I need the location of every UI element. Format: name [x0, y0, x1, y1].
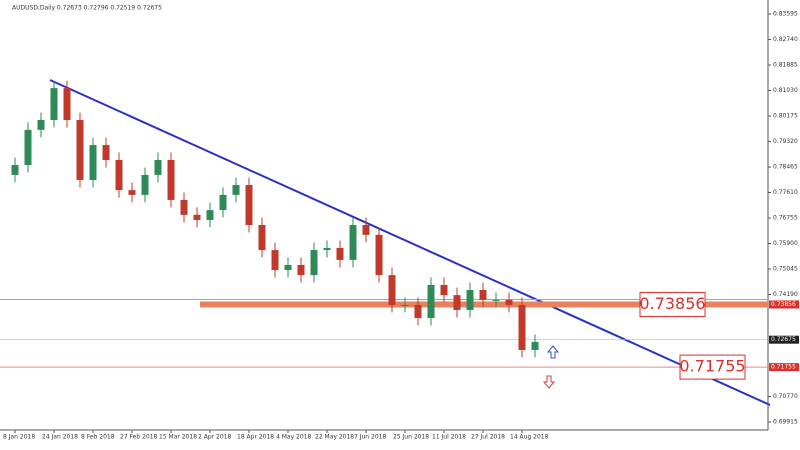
- level-box: [679, 354, 746, 380]
- candle-body: [336, 247, 344, 260]
- candle-body: [440, 284, 448, 296]
- y-tick-label: 0.74190: [773, 291, 798, 298]
- candle-body: [466, 290, 474, 311]
- candle-body: [531, 341, 539, 350]
- candle-body: [128, 190, 136, 195]
- y-tick-label: 0.75045: [773, 266, 798, 273]
- y-tick-label: 0.75900: [773, 240, 798, 247]
- chart-title: AUDUSD,Daily 0.72673 0.72796 0.72519 0.7…: [12, 5, 162, 12]
- y-tick-label: 0.70770: [773, 393, 798, 400]
- y-tick-label: 0.69915: [773, 419, 798, 426]
- candle-body: [479, 290, 487, 300]
- candle-body: [492, 299, 500, 301]
- level-label: 0.71755: [679, 357, 745, 376]
- candle-body: [63, 88, 71, 121]
- candle-body: [427, 284, 435, 319]
- candle-body: [453, 295, 461, 311]
- candle-body: [193, 214, 201, 220]
- x-tick-label: 25 Jun 2018: [393, 434, 429, 441]
- candle-body: [180, 199, 188, 215]
- axis-badge: [769, 335, 799, 344]
- axis-badge-label: 0.71755: [771, 364, 796, 371]
- x-tick-label: 7 Jun 2018: [354, 434, 386, 441]
- candle-body: [219, 194, 227, 211]
- x-tick-label: 18 Apr 2018: [237, 434, 274, 441]
- x-tick-label: 4 May 2018: [276, 434, 311, 441]
- candle-body: [89, 145, 97, 180]
- candle-body: [24, 129, 32, 166]
- candle-body: [310, 250, 318, 276]
- level-band: [200, 301, 768, 308]
- candle-body: [206, 210, 214, 220]
- x-tick-label: 8 Jan 2018: [3, 434, 35, 441]
- candle-body: [349, 225, 357, 260]
- axis-badge: [769, 363, 799, 372]
- candle-body: [323, 247, 331, 251]
- candle-body: [518, 304, 526, 350]
- x-tick-label: 22 May 2018: [315, 434, 354, 441]
- x-tick-label: 8 Feb 2018: [81, 434, 115, 441]
- candle-body: [102, 145, 110, 160]
- candle-body: [388, 275, 396, 305]
- candle-body: [258, 225, 266, 251]
- axis-badge-label: 0.72675: [771, 336, 796, 343]
- up-arrow: [546, 345, 560, 359]
- axis-badge: [769, 300, 799, 309]
- trend-line: [49, 79, 771, 406]
- x-tick-label: 2 Apr 2018: [198, 434, 231, 441]
- level-label: 0.73856: [639, 294, 705, 313]
- candle-body: [232, 185, 240, 195]
- y-tick-label: 0.80175: [773, 112, 798, 119]
- candle-body: [115, 159, 123, 191]
- y-tick-label: 0.82740: [773, 36, 798, 43]
- candle-body: [11, 165, 19, 175]
- candle-body: [414, 304, 422, 319]
- x-tick-label: 27 Jul 2018: [471, 434, 505, 441]
- y-tick-label: 0.77610: [773, 189, 798, 196]
- candle-body: [297, 264, 305, 276]
- down-arrow: [542, 375, 556, 389]
- candle-body: [37, 120, 45, 130]
- x-tick-label: 11 Jul 2018: [432, 434, 466, 441]
- candle-body: [401, 304, 409, 306]
- candle-body: [50, 88, 58, 121]
- y-tick-label: 0.78465: [773, 163, 798, 170]
- y-tick-label: 0.81885: [773, 61, 798, 68]
- candle-body: [76, 120, 84, 180]
- candle-body: [245, 185, 253, 226]
- candle-body: [271, 250, 279, 271]
- x-tick-label: 14 Aug 2018: [510, 434, 549, 441]
- axis-badge-label: 0.73856: [771, 301, 796, 308]
- candle-body: [505, 299, 513, 305]
- candle-body: [284, 264, 292, 271]
- x-tick-label: 15 Mar 2018: [159, 434, 197, 441]
- candle-body: [167, 159, 175, 200]
- candle-body: [141, 174, 149, 195]
- y-tick-label: 0.83595: [773, 10, 798, 17]
- y-tick-label: 0.79320: [773, 138, 798, 145]
- level-box: [639, 291, 706, 317]
- candle-body: [375, 234, 383, 276]
- y-tick-label: 0.81030: [773, 87, 798, 94]
- y-tick-label: 0.76755: [773, 214, 798, 221]
- x-tick-label: 24 Jan 2018: [42, 434, 78, 441]
- x-tick-label: 27 Feb 2018: [120, 434, 158, 441]
- candle-body: [154, 159, 162, 175]
- candle-body: [362, 225, 370, 235]
